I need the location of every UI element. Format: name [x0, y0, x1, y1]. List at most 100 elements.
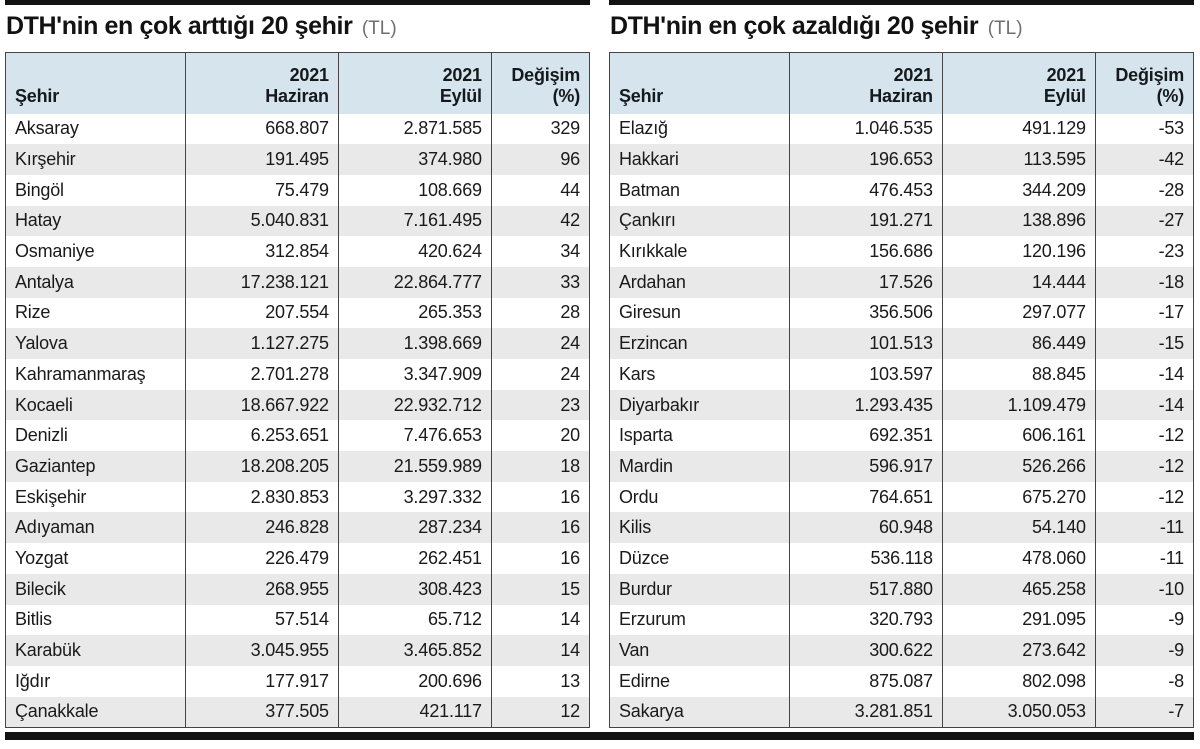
june-value-cell: 875.087: [788, 665, 943, 697]
september-value-cell: 22.864.777: [337, 266, 492, 298]
change-value-cell: 14: [490, 604, 590, 636]
september-value-cell: 297.077: [941, 297, 1096, 329]
table-row: Erzurum 320.793 291.095 -9: [610, 604, 1194, 636]
june-value-cell: 1.293.435: [788, 389, 943, 421]
decreased-cities-table: Şehir 2021 Haziran 2021 Eylül Değişim (%…: [609, 52, 1194, 728]
table-row: Van 300.622 273.642 -9: [609, 635, 1194, 666]
june-value-cell: 191.271: [788, 205, 943, 237]
change-value-cell: -12: [1094, 451, 1194, 482]
city-cell: Çanakkale: [15, 701, 99, 722]
header-change: Değişim (%): [1094, 52, 1194, 114]
change-value-cell: -8: [1094, 665, 1194, 697]
june-value-cell: 356.506: [788, 297, 943, 329]
june-value-cell: 5.040.831: [184, 205, 339, 237]
september-value-cell: 3.347.909: [337, 359, 492, 390]
city-cell: Mardin: [619, 455, 673, 476]
september-value-cell: 420.624: [337, 236, 492, 267]
table-row: Bilecik 268.955 308.423 15: [5, 573, 590, 605]
table-row: Osmaniye 312.854 420.624 34: [6, 236, 590, 267]
june-value-cell: 764.651: [788, 481, 943, 513]
change-value-cell: 16: [490, 512, 590, 544]
city-cell: Kırıkkale: [619, 241, 688, 262]
table-row: Aksaray 668.807 2.871.585 329: [6, 113, 590, 145]
city-cell: Gaziantep: [15, 455, 96, 476]
june-value-cell: 75.479: [184, 174, 339, 206]
city-cell: Karabük: [15, 640, 81, 661]
city-cell: Kırşehir: [15, 149, 76, 170]
june-value-cell: 1.046.535: [788, 113, 943, 145]
panel-increased-cities: DTH'nin en çok arttığı 20 şehir (TL) Şeh…: [5, 0, 590, 728]
table-row: Erzincan 101.513 86.449 -15: [609, 328, 1194, 359]
two-column-layout: DTH'nin en çok arttığı 20 şehir (TL) Şeh…: [5, 0, 1194, 728]
table-row: Kilis 60.948 54.140 -11: [609, 512, 1194, 544]
june-value-cell: 3.281.851: [788, 696, 943, 728]
june-value-cell: 57.514: [184, 604, 339, 636]
june-value-cell: 6.253.651: [184, 420, 339, 452]
panel-decreased-cities: DTH'nin en çok azaldığı 20 şehir (TL) Şe…: [609, 0, 1194, 728]
change-value-cell: -7: [1094, 696, 1194, 728]
change-value-cell: -12: [1094, 420, 1194, 452]
top-rule-right: [609, 0, 1194, 5]
table-row: Çanakkale 377.505 421.117 12: [5, 696, 590, 728]
header-june: 2021 Haziran: [184, 52, 339, 114]
june-value-cell: 3.045.955: [184, 635, 339, 666]
city-cell: Çankırı: [619, 210, 676, 231]
city-cell: Yalova: [15, 333, 68, 354]
table-row: Elazığ 1.046.535 491.129 -53: [610, 113, 1194, 145]
september-value-cell: 675.270: [941, 481, 1096, 513]
september-value-cell: 14.444: [941, 266, 1096, 298]
change-value-cell: -14: [1094, 359, 1194, 390]
september-value-cell: 1.398.669: [337, 328, 492, 359]
city-cell: Ardahan: [619, 271, 686, 292]
change-value-cell: -9: [1094, 635, 1194, 666]
change-value-cell: 15: [490, 573, 590, 605]
table-row: Ardahan 17.526 14.444 -18: [609, 266, 1194, 298]
city-cell: Edirne: [619, 670, 670, 691]
september-value-cell: 421.117: [337, 696, 492, 728]
june-value-cell: 476.453: [788, 174, 943, 206]
september-value-cell: 287.234: [337, 512, 492, 544]
city-cell: Antalya: [15, 271, 74, 292]
table-row: Kocaeli 18.667.922 22.932.712 23: [5, 389, 590, 421]
change-value-cell: 16: [490, 481, 590, 513]
september-value-cell: 54.140: [941, 512, 1096, 544]
table-row: Gaziantep 18.208.205 21.559.989 18: [5, 451, 590, 482]
september-value-cell: 344.209: [941, 174, 1096, 206]
change-value-cell: -27: [1094, 205, 1194, 237]
table-row: Kırşehir 191.495 374.980 96: [5, 144, 590, 175]
change-value-cell: -9: [1094, 604, 1194, 636]
september-value-cell: 86.449: [941, 328, 1096, 359]
september-value-cell: 3.050.053: [941, 696, 1096, 728]
change-value-cell: 42: [490, 205, 590, 237]
change-value-cell: -12: [1094, 481, 1194, 513]
city-cell: Eskişehir: [15, 486, 87, 507]
panel-title: DTH'nin en çok arttığı 20 şehir: [6, 12, 353, 40]
change-value-cell: 12: [490, 696, 590, 728]
september-value-cell: 108.669: [337, 174, 492, 206]
city-cell: Erzincan: [619, 333, 688, 354]
city-cell: Elazığ: [619, 118, 668, 139]
table-row: Isparta 692.351 606.161 -12: [610, 420, 1194, 452]
header-september: 2021 Eylül: [941, 52, 1096, 114]
june-value-cell: 268.955: [184, 573, 339, 605]
september-value-cell: 120.196: [941, 236, 1096, 267]
table-row: Karabük 3.045.955 3.465.852 14: [5, 635, 590, 666]
change-value-cell: 24: [490, 359, 590, 390]
change-value-cell: 18: [490, 451, 590, 482]
bottom-rule: [5, 731, 1194, 740]
change-value-cell: -42: [1094, 144, 1194, 175]
header-september: 2021 Eylül: [337, 52, 492, 114]
city-cell: Aksaray: [15, 118, 79, 139]
september-value-cell: 478.060: [941, 543, 1096, 574]
table-row: Yalova 1.127.275 1.398.669 24: [5, 328, 590, 359]
september-value-cell: 374.980: [337, 144, 492, 175]
city-cell: Van: [619, 640, 650, 661]
city-cell: Erzurum: [619, 609, 686, 630]
city-cell: Denizli: [15, 425, 68, 446]
panel-title-unit: (TL): [987, 18, 1023, 39]
september-value-cell: 200.696: [337, 665, 492, 697]
change-value-cell: -11: [1094, 512, 1194, 544]
september-value-cell: 138.896: [941, 205, 1096, 237]
june-value-cell: 377.505: [184, 696, 339, 728]
change-value-cell: -10: [1094, 573, 1194, 605]
